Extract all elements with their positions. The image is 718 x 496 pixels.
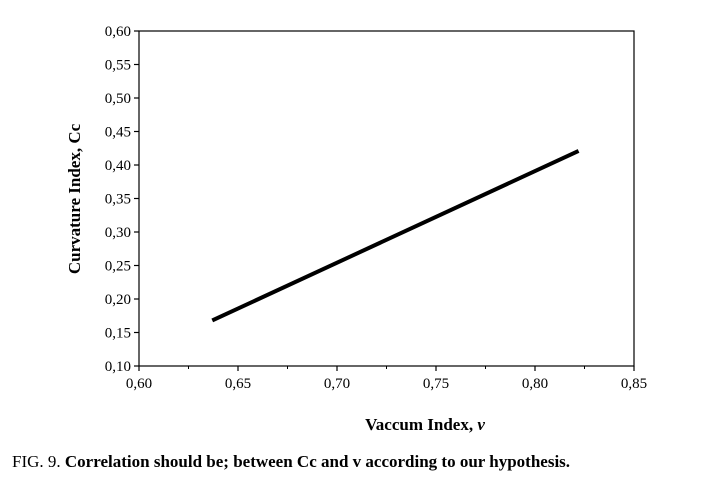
x-tick-label: 0,70 [324, 376, 350, 392]
series-line [211, 149, 580, 323]
series-layer [211, 149, 580, 323]
y-tick-label: 0,25 [105, 259, 131, 275]
y-tick-label: 0,50 [105, 91, 131, 107]
x-axis-title: Vaccum Index, v [365, 415, 485, 434]
y-tick-label: 0,15 [105, 326, 131, 342]
caption-label: FIG. 9. [12, 452, 61, 471]
y-tick-label: 0,40 [105, 158, 131, 174]
x-tick-label: 0,85 [621, 376, 647, 392]
figure-caption: FIG. 9. Correlation should be; between C… [12, 452, 712, 472]
y-tick-label: 0,10 [105, 359, 131, 375]
x-tick-label: 0,60 [126, 376, 152, 392]
y-axis: 0,10 0,15 0,20 0,25 0,30 0,35 0,40 0,45 0,50 0,55… [105, 24, 139, 375]
x-axis-title-symbol: v [477, 415, 485, 434]
y-tick-label: 0,45 [105, 125, 131, 141]
x-tick-label: 0,65 [225, 376, 251, 392]
y-tick-label: 0,30 [105, 225, 131, 241]
y-tick-label: 0,20 [105, 292, 131, 308]
plot-frame [138, 30, 635, 367]
x-axis: 0,60 0,65 0,70 0,75 0,80 0,85 [126, 366, 647, 392]
y-tick-label: 0,60 [105, 24, 131, 40]
y-axis-title: Curvature Index, Cc [65, 123, 84, 274]
x-axis-title-text: Vaccum Index, [365, 415, 477, 434]
x-tick-label: 0,80 [522, 376, 548, 392]
y-tick-label: 0,55 [105, 58, 131, 74]
y-tick-label: 0,35 [105, 192, 131, 208]
caption-text: Correlation should be; between Cc and v … [64, 452, 571, 471]
x-tick-label: 0,75 [423, 376, 449, 392]
